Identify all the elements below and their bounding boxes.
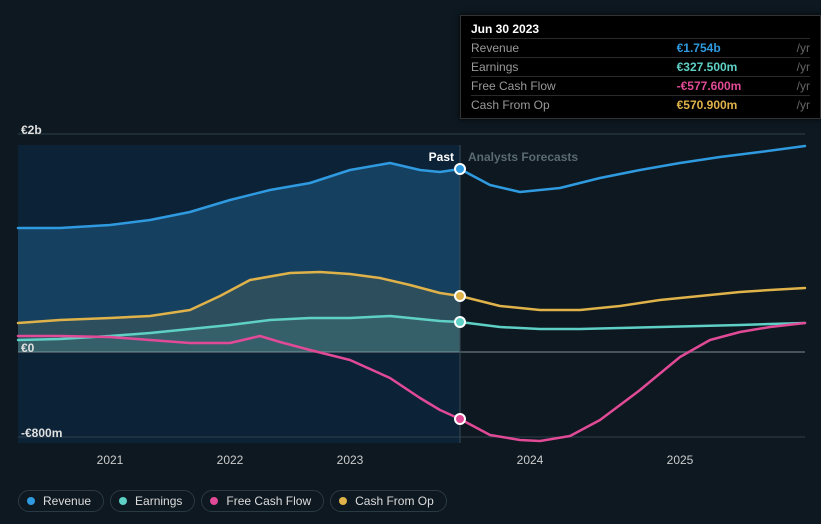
tooltip-row-unit: /yr <box>793 58 810 77</box>
tooltip-row-value: €570.900m <box>677 96 793 115</box>
past-label: Past <box>429 150 454 164</box>
legend-item-label: Earnings <box>135 494 182 508</box>
x-axis-tick: 2021 <box>97 453 124 467</box>
legend-dot-icon <box>119 497 127 505</box>
legend-item-revenue[interactable]: Revenue <box>18 490 104 512</box>
chart-legend: Revenue Earnings Free Cash Flow Cash From O… <box>18 490 447 512</box>
x-axis-tick: 2024 <box>517 453 544 467</box>
legend-dot-icon <box>210 497 218 505</box>
tooltip-row-value: -€577.600m <box>677 77 793 96</box>
tooltip-row: Earnings€327.500m/yr <box>471 58 810 77</box>
legend-dot-icon <box>339 497 347 505</box>
tooltip-row: Revenue€1.754b/yr <box>471 39 810 58</box>
legend-item-cfo[interactable]: Cash From Op <box>330 490 447 512</box>
financials-chart: €2b €0 -€800m 2021 2022 2023 2024 2025 Past An… <box>0 0 821 524</box>
tooltip-row-label: Free Cash Flow <box>471 77 677 96</box>
chart-tooltip: Jun 30 2023 Revenue€1.754b/yrEarnings€32… <box>460 15 821 119</box>
tooltip-row-value: €327.500m <box>677 58 793 77</box>
y-axis-tick: €2b <box>21 123 42 137</box>
tooltip-row-unit: /yr <box>793 39 810 58</box>
tooltip-row-label: Earnings <box>471 58 677 77</box>
tooltip-row-unit: /yr <box>793 77 810 96</box>
y-axis-tick: -€800m <box>21 426 62 440</box>
forecast-label: Analysts Forecasts <box>468 150 578 164</box>
legend-item-label: Revenue <box>43 494 91 508</box>
x-axis-tick: 2025 <box>667 453 694 467</box>
y-axis-tick: €0 <box>21 341 34 355</box>
tooltip-row-label: Cash From Op <box>471 96 677 115</box>
x-axis-tick: 2023 <box>337 453 364 467</box>
legend-item-earnings[interactable]: Earnings <box>110 490 195 512</box>
tooltip-row-label: Revenue <box>471 39 677 58</box>
tooltip-date: Jun 30 2023 <box>471 22 810 36</box>
legend-item-fcf[interactable]: Free Cash Flow <box>201 490 324 512</box>
legend-item-label: Free Cash Flow <box>226 494 311 508</box>
tooltip-row-value: €1.754b <box>677 39 793 58</box>
x-axis-tick: 2022 <box>217 453 244 467</box>
tooltip-row: Free Cash Flow-€577.600m/yr <box>471 77 810 96</box>
legend-item-label: Cash From Op <box>355 494 434 508</box>
tooltip-row: Cash From Op€570.900m/yr <box>471 96 810 115</box>
legend-dot-icon <box>27 497 35 505</box>
tooltip-row-unit: /yr <box>793 96 810 115</box>
